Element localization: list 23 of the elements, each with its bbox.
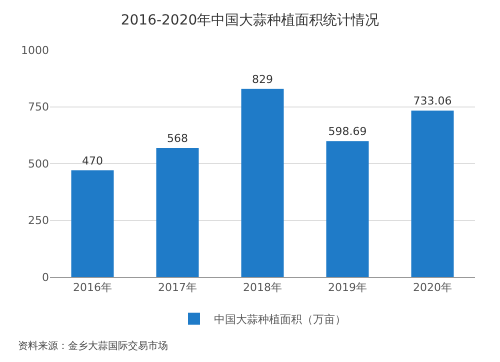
bar <box>411 110 454 277</box>
data-label: 733.06 <box>413 94 452 108</box>
x-tick-label: 2020年 <box>413 281 452 294</box>
x-tick-label: 2018年 <box>243 281 282 294</box>
legend-label: 中国大蒜种植面积（万亩） <box>214 313 346 326</box>
bar <box>241 88 284 277</box>
data-label: 598.69 <box>328 125 367 138</box>
y-tick-label: 1000 <box>21 44 49 57</box>
x-tick-label: 2017年 <box>158 281 197 294</box>
y-tick-label: 0 <box>42 270 49 284</box>
x-tick-label: 2016年 <box>73 281 112 294</box>
x-tick-label: 2019年 <box>328 281 367 294</box>
bar <box>156 148 199 277</box>
chart-title: 2016-2020年中国大蒜种植面积统计情况 <box>120 12 380 28</box>
bar <box>326 141 369 277</box>
y-tick-label: 250 <box>28 214 49 228</box>
bar <box>71 170 114 277</box>
data-label: 568 <box>167 132 188 146</box>
text: 资料来源：金乡大蒜国际交易市场 <box>18 340 168 352</box>
data-label: 470 <box>82 154 103 168</box>
data-label: 829 <box>252 72 273 86</box>
y-tick-label: 500 <box>28 157 49 170</box>
y-tick-label: 750 <box>28 100 49 114</box>
